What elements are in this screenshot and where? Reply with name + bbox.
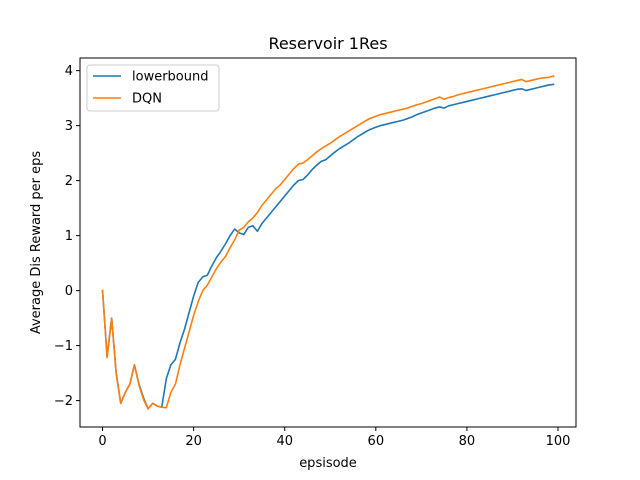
y-tick-label: 4 [65, 64, 73, 79]
legend: lowerbound DQN [86, 64, 220, 112]
x-axis: 0 20 40 60 80 100 [98, 427, 570, 449]
series-line-lowerbound [101, 83, 555, 410]
plot-frame [79, 57, 577, 428]
y-tick-label: 2 [65, 174, 73, 189]
y-tick-label: −1 [54, 339, 73, 354]
y-tick-label: 1 [65, 229, 73, 244]
plot-background [80, 58, 576, 427]
y-tick-label: 0 [65, 284, 73, 299]
x-axis-label: epsisode [299, 456, 357, 471]
chart-title: Reservoir 1Res [268, 34, 387, 53]
series-line-dqn [101, 75, 555, 410]
legend-label-lowerbound: lowerbound [132, 70, 208, 85]
y-axis: −2 −1 0 1 2 3 4 [54, 64, 80, 409]
x-tick-label: 20 [185, 434, 202, 449]
x-tick-label: 80 [459, 434, 476, 449]
x-tick-label: 100 [546, 434, 571, 449]
series-layer [101, 75, 555, 410]
x-tick-label: 0 [98, 434, 106, 449]
plot-area [79, 57, 577, 428]
y-axis-label: Average Dis Reward per eps [29, 151, 44, 335]
y-tick-label: −2 [54, 394, 73, 409]
x-tick-label: 60 [368, 434, 385, 449]
x-tick-label: 40 [276, 434, 293, 449]
legend-label-dqn: DQN [132, 92, 162, 107]
y-tick-label: 3 [65, 119, 73, 134]
